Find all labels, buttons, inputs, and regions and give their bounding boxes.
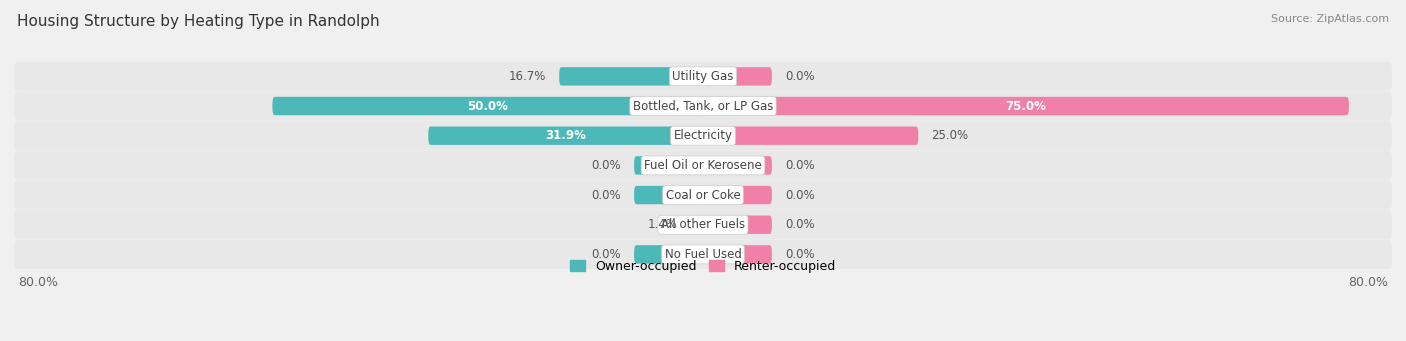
Text: 31.9%: 31.9% [546, 129, 586, 142]
FancyBboxPatch shape [634, 186, 703, 204]
FancyBboxPatch shape [703, 186, 772, 204]
Text: Utility Gas: Utility Gas [672, 70, 734, 83]
FancyBboxPatch shape [14, 62, 1392, 91]
FancyBboxPatch shape [703, 245, 772, 264]
Text: 0.0%: 0.0% [785, 248, 814, 261]
FancyBboxPatch shape [703, 67, 772, 86]
FancyBboxPatch shape [14, 240, 1392, 269]
Text: 80.0%: 80.0% [18, 276, 59, 289]
Text: Housing Structure by Heating Type in Randolph: Housing Structure by Heating Type in Ran… [17, 14, 380, 29]
FancyBboxPatch shape [703, 156, 772, 175]
FancyBboxPatch shape [703, 127, 918, 145]
Text: 0.0%: 0.0% [592, 248, 621, 261]
FancyBboxPatch shape [14, 121, 1392, 150]
FancyBboxPatch shape [703, 97, 1348, 115]
Text: 80.0%: 80.0% [1347, 276, 1388, 289]
Text: Electricity: Electricity [673, 129, 733, 142]
FancyBboxPatch shape [273, 97, 703, 115]
Text: Source: ZipAtlas.com: Source: ZipAtlas.com [1271, 14, 1389, 24]
Text: Coal or Coke: Coal or Coke [665, 189, 741, 202]
Text: 0.0%: 0.0% [785, 70, 814, 83]
FancyBboxPatch shape [703, 216, 772, 234]
Text: 0.0%: 0.0% [785, 159, 814, 172]
FancyBboxPatch shape [560, 67, 703, 86]
Text: 75.0%: 75.0% [1005, 100, 1046, 113]
FancyBboxPatch shape [14, 151, 1392, 180]
FancyBboxPatch shape [14, 180, 1392, 210]
Text: 0.0%: 0.0% [592, 159, 621, 172]
FancyBboxPatch shape [14, 91, 1392, 121]
Text: 1.4%: 1.4% [648, 218, 678, 231]
FancyBboxPatch shape [634, 245, 703, 264]
Text: All other Fuels: All other Fuels [661, 218, 745, 231]
Legend: Owner-occupied, Renter-occupied: Owner-occupied, Renter-occupied [565, 255, 841, 278]
Text: Bottled, Tank, or LP Gas: Bottled, Tank, or LP Gas [633, 100, 773, 113]
Text: 50.0%: 50.0% [467, 100, 508, 113]
FancyBboxPatch shape [14, 210, 1392, 239]
Text: 25.0%: 25.0% [931, 129, 969, 142]
FancyBboxPatch shape [634, 156, 703, 175]
FancyBboxPatch shape [429, 127, 703, 145]
Text: 0.0%: 0.0% [785, 189, 814, 202]
Text: 0.0%: 0.0% [785, 218, 814, 231]
Text: 0.0%: 0.0% [592, 189, 621, 202]
FancyBboxPatch shape [690, 216, 703, 234]
Text: 16.7%: 16.7% [509, 70, 547, 83]
Text: No Fuel Used: No Fuel Used [665, 248, 741, 261]
Text: Fuel Oil or Kerosene: Fuel Oil or Kerosene [644, 159, 762, 172]
